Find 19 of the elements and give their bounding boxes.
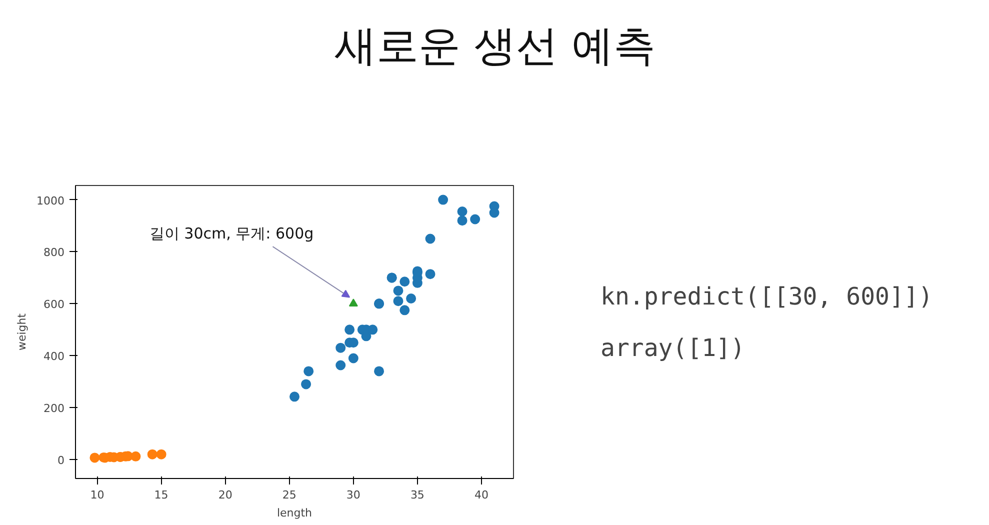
x-tick-label: 35 <box>410 488 424 502</box>
y-tick-label: 600 <box>44 298 65 312</box>
y-tick-label: 1000 <box>36 194 65 208</box>
y-axis-title: weight <box>16 312 29 351</box>
text: kn.predict([[30, 600]]) <box>600 282 933 310</box>
y-tick-label: 800 <box>44 246 65 260</box>
y-tick-label: 0 <box>58 454 64 468</box>
x-tick-label: 25 <box>282 488 296 502</box>
x-tick-label: 20 <box>218 488 232 502</box>
x-tick-label: 40 <box>474 488 488 502</box>
y-tick-label: 400 <box>44 350 65 364</box>
chart-title: 새로운 생선 예측 <box>334 21 656 70</box>
x-tick-label: 30 <box>346 488 360 502</box>
y-tick-label: 200 <box>44 402 65 416</box>
x-tick-label: 10 <box>90 488 104 502</box>
annotation: 길이 30cm, 무게: 600g <box>149 224 314 243</box>
x-tick-label: 15 <box>154 488 168 502</box>
x-axis-title: length <box>276 506 312 520</box>
text: array([1]) <box>600 334 745 362</box>
